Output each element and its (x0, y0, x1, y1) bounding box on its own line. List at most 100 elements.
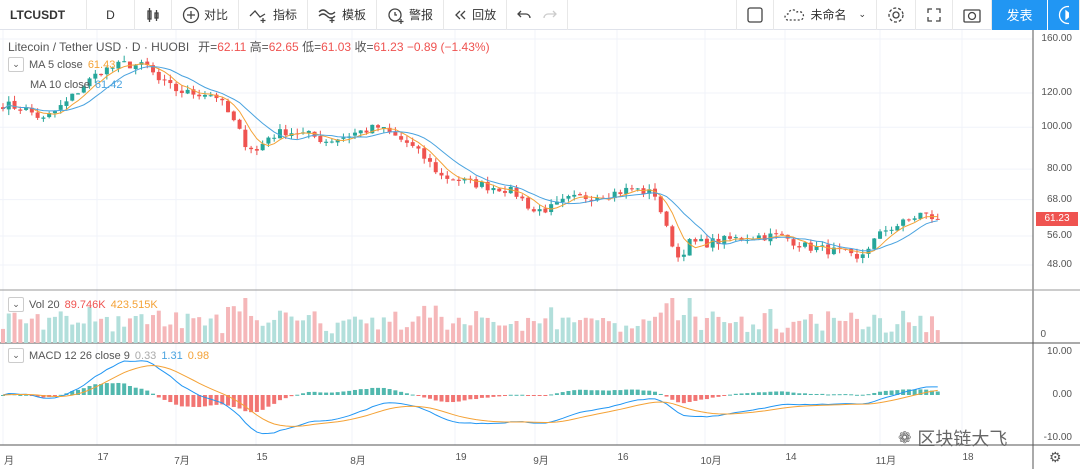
candle-body (24, 107, 29, 110)
undo-icon[interactable] (517, 8, 531, 22)
candle-body (779, 233, 784, 235)
templates-button[interactable]: 模板 (308, 0, 378, 30)
layout-menu[interactable]: 未命名 ⌄ (774, 0, 877, 30)
macd-histogram-bar (658, 393, 663, 395)
camera-icon (963, 8, 981, 23)
fullscreen-toggle[interactable] (737, 0, 775, 30)
volume-bar (76, 322, 81, 343)
macd-histogram-bar (283, 395, 288, 399)
play-button[interactable] (1047, 0, 1080, 30)
volume-bar (612, 323, 617, 343)
candle-body (433, 162, 438, 173)
macd-histogram-bar (779, 391, 784, 395)
settings-button[interactable] (877, 0, 916, 30)
alert-button[interactable]: 警报 (377, 0, 445, 30)
volume-bar (889, 331, 894, 343)
publish-button[interactable]: 发表 (992, 0, 1047, 30)
macd-histogram-bar (58, 394, 63, 396)
candle-body (635, 188, 640, 190)
candle-body (422, 148, 427, 159)
macd-histogram-bar (439, 395, 444, 402)
indicators-button[interactable]: 指标 (239, 0, 309, 30)
symbol-label: LTCUSDT (10, 7, 66, 22)
volume-bar (751, 324, 756, 343)
candle-body (254, 149, 259, 151)
candle-body (704, 238, 709, 248)
volume-bar (41, 329, 46, 343)
volume-bar (474, 311, 479, 343)
volume-bar (249, 315, 254, 343)
macd-histogram-bar (578, 389, 582, 395)
macd-histogram-bar (191, 395, 196, 407)
macd-histogram-bar (589, 390, 594, 395)
volume-bar (635, 325, 640, 343)
volume-bar (797, 320, 802, 343)
macd-histogram-bar (878, 391, 883, 395)
symbol-search[interactable]: LTCUSDT (0, 0, 87, 30)
volume-bar (18, 319, 23, 343)
publish-label: 发表 (1006, 8, 1033, 23)
series-title: Litecoin / Tether USD · D · HUOBI (8, 39, 190, 54)
macd-histogram-bar (843, 394, 848, 396)
volume-bar (554, 329, 559, 343)
candle-body (854, 254, 859, 259)
toolbar-spacer (568, 0, 738, 30)
snapshot-button[interactable] (953, 0, 992, 30)
chevron-down-icon[interactable]: ⌄ (8, 297, 24, 312)
volume-bar (318, 323, 323, 343)
macd-histogram-bar (352, 389, 357, 395)
macd-histogram-bar (226, 395, 231, 406)
candle-body (595, 197, 600, 201)
volume-bar (929, 316, 934, 343)
price-axis-label: 48.00 (1046, 258, 1072, 270)
volume-bar (220, 333, 225, 343)
macd-histogram-bar (220, 395, 225, 405)
volume-bar (364, 323, 369, 343)
volume-bar (502, 325, 507, 343)
volume-bar (618, 331, 623, 343)
volume-bar (127, 318, 132, 343)
volume-bar (606, 321, 611, 343)
macd-histogram-bar (653, 391, 658, 395)
replay-button[interactable]: 回放 (444, 0, 508, 30)
watermark-text: 区块链大飞 (917, 429, 1008, 449)
macd-histogram-bar (635, 389, 640, 395)
macd-histogram-bar (670, 395, 675, 400)
candle-body (404, 140, 409, 143)
chevron-down-icon[interactable]: ⌄ (8, 57, 24, 72)
volume-bar (162, 326, 167, 343)
candle-body (785, 234, 790, 239)
macd-histogram-bar (179, 395, 184, 407)
ma5-line (2, 63, 938, 254)
macd-histogram-bar (127, 386, 132, 395)
macd-histogram-bar (427, 395, 432, 399)
volume-legend: ⌄ Vol 20 89.746K 423.515K (8, 297, 158, 312)
candle-body (214, 94, 219, 99)
volume-bar (756, 329, 761, 343)
compare-button[interactable]: 对比 (172, 0, 240, 30)
chart-canvas[interactable] (0, 30, 1080, 469)
volume-bar (260, 325, 265, 343)
candle-body (860, 254, 865, 258)
volume-bar (774, 328, 779, 343)
candle-body (93, 73, 98, 79)
time-axis-label: 14 (785, 452, 797, 463)
candle-body (220, 98, 225, 101)
macd-histogram-bar (606, 390, 611, 395)
macd-histogram-bar (347, 390, 352, 395)
interval-button[interactable]: D (87, 0, 135, 30)
candle-body (728, 236, 733, 239)
macd-histogram-bar (422, 395, 427, 398)
macd-axis-label: -10.00 (1043, 432, 1072, 443)
ma5-value: 61.43 (87, 58, 116, 71)
macd-histogram-bar (756, 392, 761, 395)
macd-histogram-bar (860, 394, 865, 396)
axis-settings-button[interactable]: ⚙ (1049, 449, 1062, 465)
candle-body (312, 131, 317, 137)
redo-icon[interactable] (543, 8, 557, 22)
expand-button[interactable] (916, 0, 953, 30)
chart-type-button[interactable] (135, 0, 172, 30)
macd-histogram-bar (526, 395, 531, 396)
chevron-down-icon[interactable]: ⌄ (8, 348, 24, 363)
volume-bar (491, 321, 496, 343)
